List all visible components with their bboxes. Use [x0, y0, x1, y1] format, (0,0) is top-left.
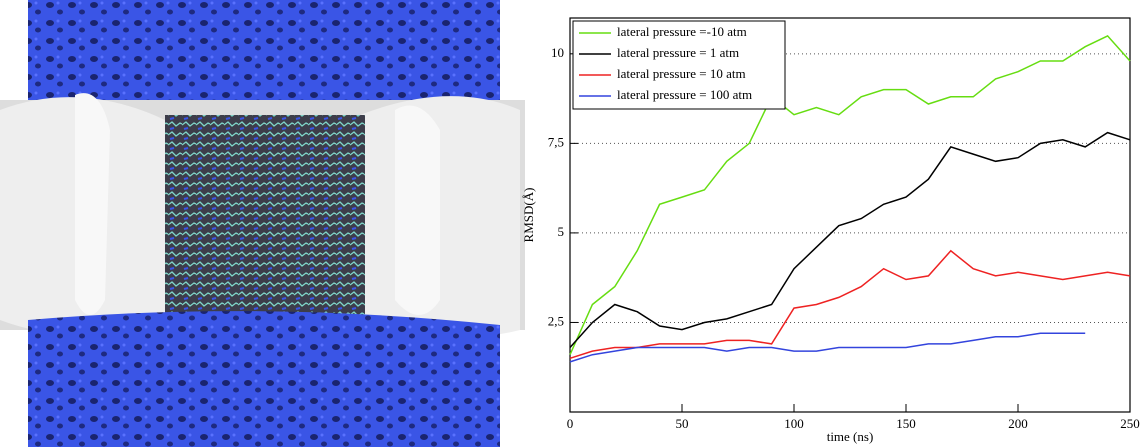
- series-line: [569, 34, 1131, 356]
- legend-label: lateral pressure = 1 atm: [617, 45, 739, 60]
- x-tick-label: 100: [784, 416, 804, 431]
- white-surface: [395, 105, 440, 315]
- y-tick-label: 2,5: [548, 313, 564, 328]
- series-line: [569, 332, 1086, 363]
- y-tick-label: 10: [551, 45, 564, 60]
- membrane-surface: [28, 311, 500, 447]
- legend-label: lateral pressure = 100 atm: [617, 87, 752, 102]
- y-axis-title: RMSD(Å): [521, 188, 536, 243]
- x-tick-label: 200: [1008, 416, 1028, 431]
- legend-box: [572, 20, 786, 110]
- plot-frame: [569, 17, 1131, 413]
- peptide-bundle: [165, 115, 365, 340]
- molecular-rendering: [0, 0, 525, 447]
- y-tick-label: 5: [558, 224, 565, 239]
- x-axis-title: time (ns): [827, 429, 874, 444]
- series-line: [569, 131, 1131, 349]
- series-line: [569, 249, 1131, 360]
- y-tick-label: 7,5: [548, 134, 564, 149]
- x-tick-label: 50: [676, 416, 689, 431]
- x-tick-label: 250: [1120, 416, 1140, 431]
- legend-label: lateral pressure =-10 atm: [617, 24, 747, 39]
- white-surface: [75, 93, 110, 315]
- x-tick-label: 150: [896, 416, 916, 431]
- legend-label: lateral pressure = 10 atm: [617, 66, 746, 81]
- x-tick-label: 0: [567, 416, 574, 431]
